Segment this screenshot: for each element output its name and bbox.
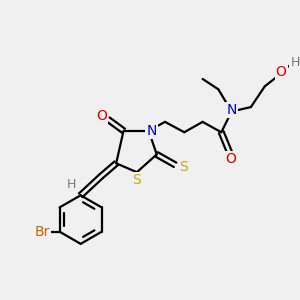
Text: H: H [290, 56, 300, 69]
Text: N: N [226, 103, 237, 117]
Text: O: O [276, 65, 286, 79]
Text: S: S [179, 160, 188, 174]
Text: H: H [67, 178, 76, 190]
Text: N: N [146, 124, 157, 138]
Text: O: O [96, 109, 107, 123]
Text: Br: Br [34, 225, 50, 239]
Text: S: S [133, 173, 141, 188]
Text: O: O [226, 152, 236, 166]
